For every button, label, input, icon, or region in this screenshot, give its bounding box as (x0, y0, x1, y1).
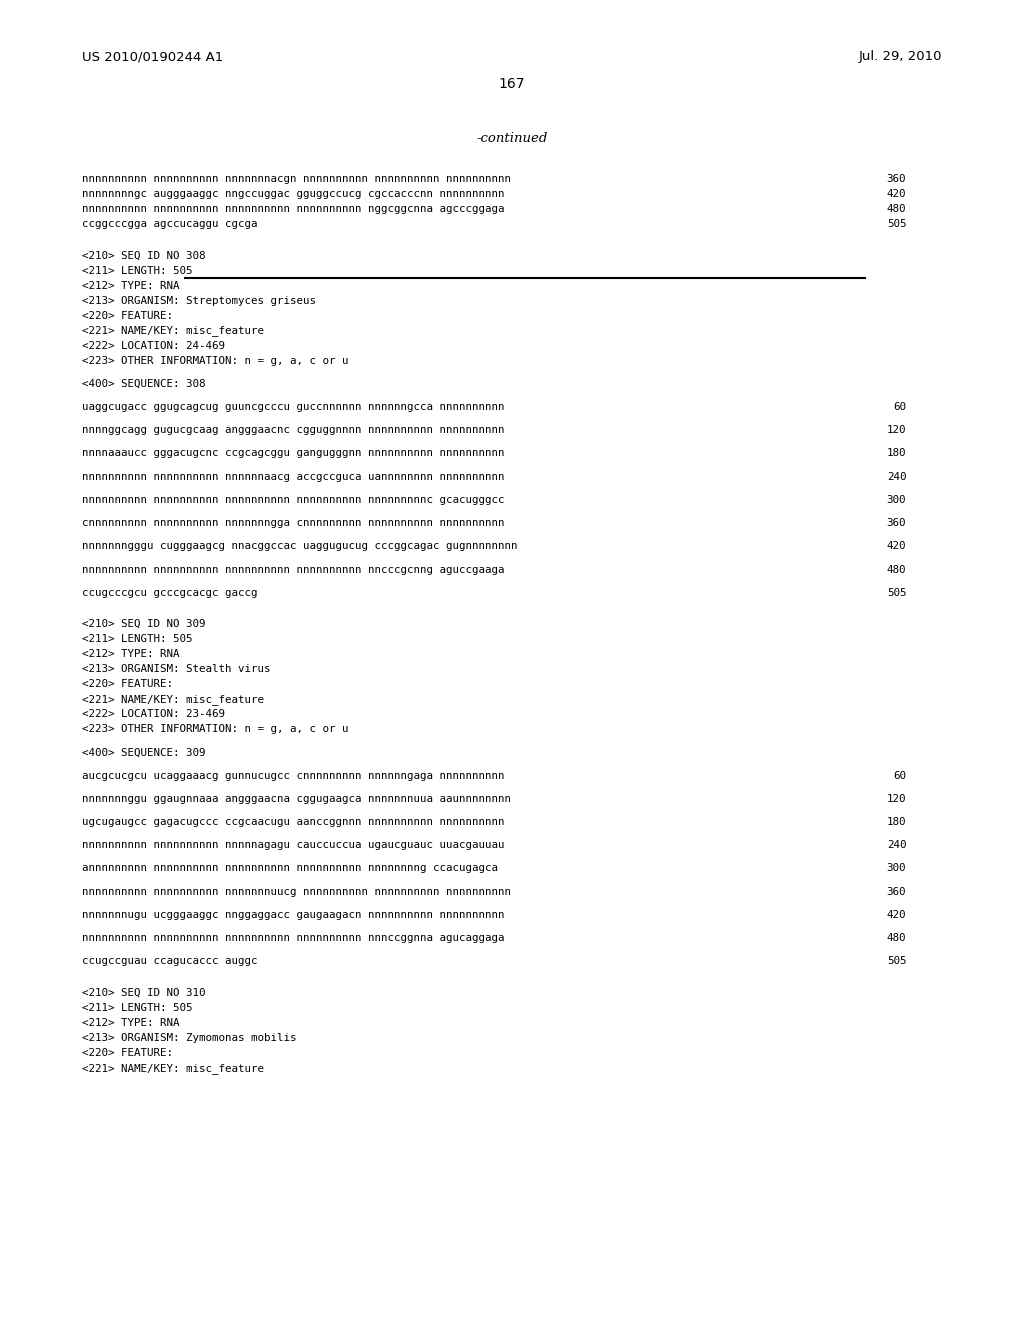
Text: nnnnnnnnnn nnnnnnnnnn nnnnnnnacgn nnnnnnnnnn nnnnnnnnnn nnnnnnnnnn: nnnnnnnnnn nnnnnnnnnn nnnnnnnacgn nnnnnn… (82, 174, 511, 185)
Text: <211> LENGTH: 505: <211> LENGTH: 505 (82, 265, 193, 276)
Text: 360: 360 (887, 887, 906, 896)
Text: ccggcccgga agccucaggu cgcga: ccggcccgga agccucaggu cgcga (82, 219, 257, 230)
Text: <212> TYPE: RNA: <212> TYPE: RNA (82, 1018, 179, 1028)
Text: US 2010/0190244 A1: US 2010/0190244 A1 (82, 50, 223, 63)
Text: 505: 505 (887, 956, 906, 966)
Text: 120: 120 (887, 425, 906, 436)
Text: nnnnnnngggu cugggaagcg nnacggccac uaggugucug cccggcagac gugnnnnnnnn: nnnnnnngggu cugggaagcg nnacggccac uaggug… (82, 541, 517, 552)
Text: <213> ORGANISM: Zymomonas mobilis: <213> ORGANISM: Zymomonas mobilis (82, 1032, 296, 1043)
Text: 60: 60 (893, 403, 906, 412)
Text: annnnnnnnn nnnnnnnnnn nnnnnnnnnn nnnnnnnnnn nnnnnnnng ccacugagca: annnnnnnnn nnnnnnnnnn nnnnnnnnnn nnnnnnn… (82, 863, 498, 874)
Text: <222> LOCATION: 23-469: <222> LOCATION: 23-469 (82, 709, 225, 719)
Text: nnnnnnnnnn nnnnnnnnnn nnnnnnnnnn nnnnnnnnnn nncccgcnng aguccgaaga: nnnnnnnnnn nnnnnnnnnn nnnnnnnnnn nnnnnnn… (82, 565, 505, 574)
Text: <210> SEQ ID NO 308: <210> SEQ ID NO 308 (82, 251, 206, 260)
Text: 300: 300 (887, 863, 906, 874)
Text: ccugcccgcu gcccgcacgc gaccg: ccugcccgcu gcccgcacgc gaccg (82, 587, 257, 598)
Text: 360: 360 (887, 517, 906, 528)
Text: <223> OTHER INFORMATION: n = g, a, c or u: <223> OTHER INFORMATION: n = g, a, c or … (82, 355, 348, 366)
Text: nnnnnnnnnn nnnnnnnnnn nnnnnnnnnn nnnnnnnnnn nnnnnnnnnc gcacugggcc: nnnnnnnnnn nnnnnnnnnn nnnnnnnnnn nnnnnnn… (82, 495, 505, 504)
Text: nnnnnnnnnn nnnnnnnnnn nnnnnnnuucg nnnnnnnnnn nnnnnnnnnn nnnnnnnnnn: nnnnnnnnnn nnnnnnnnnn nnnnnnnuucg nnnnnn… (82, 887, 511, 896)
Text: 360: 360 (887, 174, 906, 185)
Text: <211> LENGTH: 505: <211> LENGTH: 505 (82, 1003, 193, 1012)
Text: 480: 480 (887, 205, 906, 214)
Text: 120: 120 (887, 793, 906, 804)
Text: <221> NAME/KEY: misc_feature: <221> NAME/KEY: misc_feature (82, 1063, 264, 1073)
Text: nnnnaaaucc gggacugcnc ccgcagcggu gangugggnn nnnnnnnnnn nnnnnnnnnn: nnnnaaaucc gggacugcnc ccgcagcggu gangugg… (82, 449, 505, 458)
Text: 167: 167 (499, 77, 525, 91)
Text: nnnnggcagg gugucgcaag angggaacnc cgguggnnnn nnnnnnnnnn nnnnnnnnnn: nnnnggcagg gugucgcaag angggaacnc cgguggn… (82, 425, 505, 436)
Text: 180: 180 (887, 817, 906, 826)
Text: <400> SEQUENCE: 308: <400> SEQUENCE: 308 (82, 379, 206, 389)
Text: 240: 240 (887, 471, 906, 482)
Text: 300: 300 (887, 495, 906, 504)
Text: <223> OTHER INFORMATION: n = g, a, c or u: <223> OTHER INFORMATION: n = g, a, c or … (82, 725, 348, 734)
Text: 505: 505 (887, 587, 906, 598)
Text: 480: 480 (887, 933, 906, 942)
Text: cnnnnnnnnn nnnnnnnnnn nnnnnnngga cnnnnnnnnn nnnnnnnnnn nnnnnnnnnn: cnnnnnnnnn nnnnnnnnnn nnnnnnngga cnnnnnn… (82, 517, 505, 528)
Text: <220> FEATURE:: <220> FEATURE: (82, 1048, 173, 1057)
Text: -continued: -continued (476, 132, 548, 145)
Text: 240: 240 (887, 841, 906, 850)
Text: <213> ORGANISM: Streptomyces griseus: <213> ORGANISM: Streptomyces griseus (82, 296, 316, 306)
Text: nnnnnnnnnn nnnnnnnnnn nnnnnnaacg accgccguca uannnnnnnn nnnnnnnnnn: nnnnnnnnnn nnnnnnnnnn nnnnnnaacg accgccg… (82, 471, 505, 482)
Text: <221> NAME/KEY: misc_feature: <221> NAME/KEY: misc_feature (82, 326, 264, 337)
Text: <212> TYPE: RNA: <212> TYPE: RNA (82, 281, 179, 290)
Text: nnnnnnnnnn nnnnnnnnnn nnnnnagagu cauccuccua ugaucguauc uuacgauuau: nnnnnnnnnn nnnnnnnnnn nnnnnagagu cauccuc… (82, 841, 505, 850)
Text: 180: 180 (887, 449, 906, 458)
Text: nnnnnnnngc augggaaggc nngccuggac gguggccucg cgccacccnn nnnnnnnnnn: nnnnnnnngc augggaaggc nngccuggac gguggcc… (82, 189, 505, 199)
Text: <222> LOCATION: 24-469: <222> LOCATION: 24-469 (82, 341, 225, 351)
Text: <400> SEQUENCE: 309: <400> SEQUENCE: 309 (82, 747, 206, 758)
Text: 420: 420 (887, 909, 906, 920)
Text: 420: 420 (887, 189, 906, 199)
Text: <212> TYPE: RNA: <212> TYPE: RNA (82, 649, 179, 659)
Text: 60: 60 (893, 771, 906, 780)
Text: nnnnnnnugu ucgggaaggc nnggaggacc gaugaagacn nnnnnnnnnn nnnnnnnnnn: nnnnnnnugu ucgggaaggc nnggaggacc gaugaag… (82, 909, 505, 920)
Text: ugcugaugcc gagacugccc ccgcaacugu aanccggnnn nnnnnnnnnn nnnnnnnnnn: ugcugaugcc gagacugccc ccgcaacugu aanccgg… (82, 817, 505, 826)
Text: <210> SEQ ID NO 310: <210> SEQ ID NO 310 (82, 987, 206, 998)
Text: <220> FEATURE:: <220> FEATURE: (82, 310, 173, 321)
Text: uaggcugacc ggugcagcug guuncgcccu guccnnnnnn nnnnnngcca nnnnnnnnnn: uaggcugacc ggugcagcug guuncgcccu guccnnn… (82, 403, 505, 412)
Text: nnnnnnnnnn nnnnnnnnnn nnnnnnnnnn nnnnnnnnnn nnnccggnna agucaggaga: nnnnnnnnnn nnnnnnnnnn nnnnnnnnnn nnnnnnn… (82, 933, 505, 942)
Text: nnnnnnnggu ggaugnnaaa angggaacna cggugaagca nnnnnnnuua aaunnnnnnnn: nnnnnnnggu ggaugnnaaa angggaacna cggugaa… (82, 793, 511, 804)
Text: 505: 505 (887, 219, 906, 230)
Text: 420: 420 (887, 541, 906, 552)
Text: nnnnnnnnnn nnnnnnnnnn nnnnnnnnnn nnnnnnnnnn nggcggcnna agcccggaga: nnnnnnnnnn nnnnnnnnnn nnnnnnnnnn nnnnnnn… (82, 205, 505, 214)
Text: <213> ORGANISM: Stealth virus: <213> ORGANISM: Stealth virus (82, 664, 270, 675)
Text: <221> NAME/KEY: misc_feature: <221> NAME/KEY: misc_feature (82, 694, 264, 705)
Text: Jul. 29, 2010: Jul. 29, 2010 (858, 50, 942, 63)
Text: <220> FEATURE:: <220> FEATURE: (82, 678, 173, 689)
Text: 480: 480 (887, 565, 906, 574)
Text: <211> LENGTH: 505: <211> LENGTH: 505 (82, 634, 193, 644)
Text: <210> SEQ ID NO 309: <210> SEQ ID NO 309 (82, 619, 206, 630)
Text: aucgcucgcu ucaggaaacg gunnucugcc cnnnnnnnnn nnnnnngaga nnnnnnnnnn: aucgcucgcu ucaggaaacg gunnucugcc cnnnnnn… (82, 771, 505, 780)
Text: ccugccguau ccagucaccc auggc: ccugccguau ccagucaccc auggc (82, 956, 257, 966)
